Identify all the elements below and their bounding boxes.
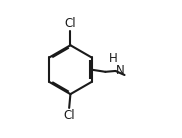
Text: H: H: [109, 52, 118, 65]
Text: Cl: Cl: [65, 17, 76, 30]
Text: N: N: [116, 64, 124, 77]
Text: Cl: Cl: [63, 109, 75, 122]
